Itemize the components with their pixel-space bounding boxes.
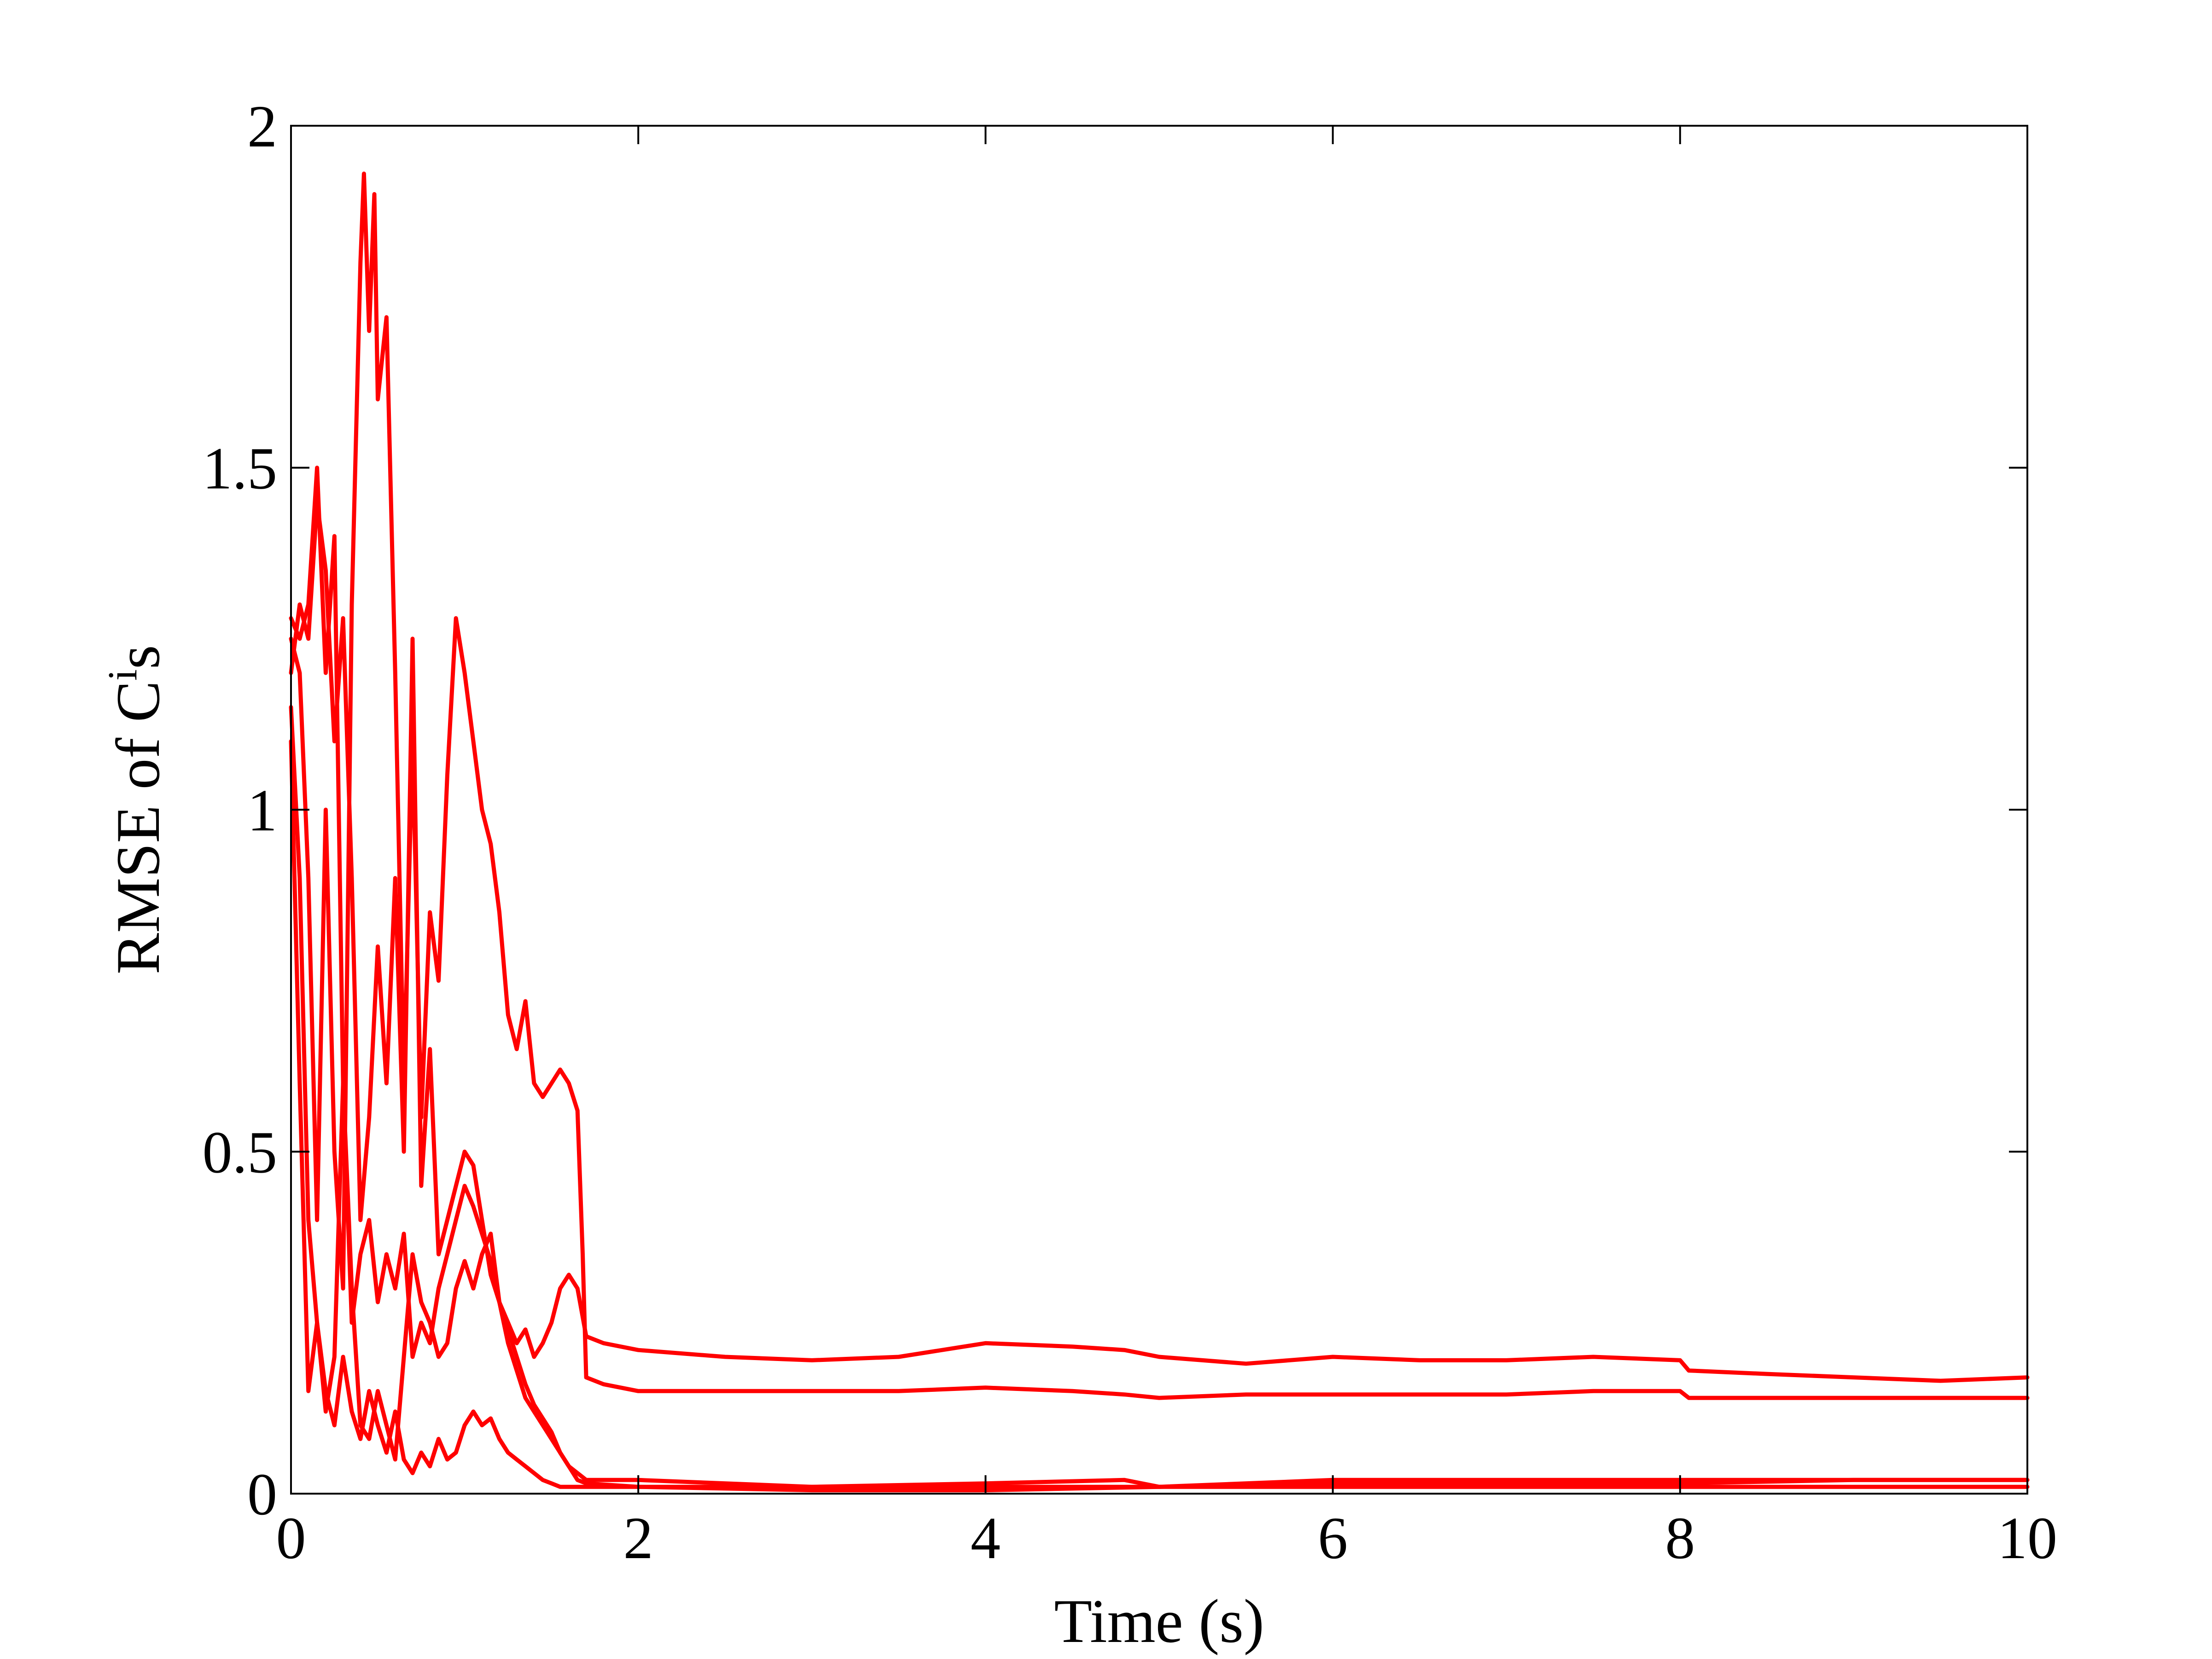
- y-axis-label: RMSE of Cis: [100, 645, 173, 974]
- series-line-1: [289, 171, 2030, 1400]
- ticks-layer: [290, 125, 2028, 1495]
- x-tick-label: 10: [1997, 1505, 2057, 1571]
- x-tick-label: 2: [623, 1505, 653, 1571]
- series-layer: [289, 171, 2030, 1493]
- y-tick-label: 0.5: [203, 1120, 278, 1186]
- x-tick-label: 6: [1318, 1505, 1348, 1571]
- series-line-5: [289, 466, 2030, 1489]
- y-tick-label: 2: [247, 93, 277, 160]
- x-tick-label: 8: [1665, 1505, 1695, 1571]
- series-line-4: [289, 705, 2030, 1493]
- y-axis-label-superscript: i: [100, 669, 146, 681]
- x-tick-label: 4: [971, 1505, 1001, 1571]
- tick-labels: 0 2 4 6 8 10 0 0.5 1 1.5 2: [203, 93, 2058, 1571]
- y-tick-label: 0: [247, 1461, 277, 1528]
- plot-frame: [290, 125, 2028, 1495]
- y-axis-label-suffix: s: [104, 645, 173, 669]
- y-tick-label: 1: [247, 777, 277, 844]
- y-tick-label: 1.5: [203, 436, 278, 502]
- series-line-2: [289, 500, 2030, 1383]
- y-axis-label-main: RMSE of C: [104, 681, 173, 975]
- series-line-3: [289, 739, 2030, 1489]
- x-axis-label: Time (s): [1054, 1587, 1264, 1656]
- x-tick-label: 0: [276, 1505, 306, 1571]
